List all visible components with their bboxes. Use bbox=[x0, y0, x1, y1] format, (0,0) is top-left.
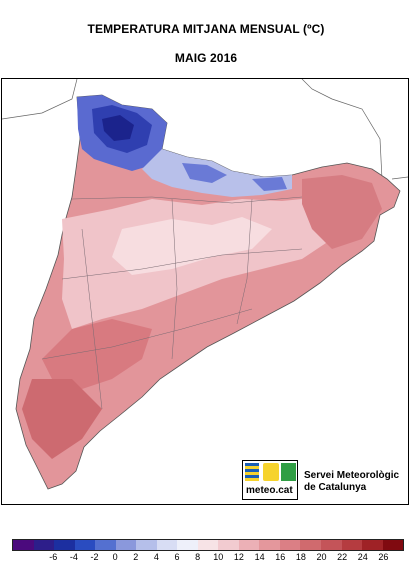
color-scale-bar bbox=[12, 539, 404, 551]
logo-org-line2: de Catalunya bbox=[304, 482, 367, 493]
scale-swatch bbox=[74, 540, 96, 550]
scale-swatch bbox=[95, 540, 116, 550]
map-subtitle: MAIG 2016 bbox=[174, 51, 238, 65]
scale-swatch bbox=[177, 540, 198, 550]
scale-tick-label: 6 bbox=[174, 552, 180, 562]
scale-tick-label: 24 bbox=[357, 552, 368, 562]
scale-tick-label: 18 bbox=[295, 552, 306, 562]
scale-swatch bbox=[341, 540, 363, 550]
scale-tick-label: -4 bbox=[69, 552, 78, 562]
scale-tick-label: 0 bbox=[112, 552, 118, 562]
scale-tick-label: 16 bbox=[275, 552, 286, 562]
scale-swatch bbox=[218, 540, 239, 550]
scale-swatch bbox=[279, 540, 301, 550]
scale-swatch bbox=[259, 540, 280, 550]
color-scale-ticks: -6 -4 -2 0 2 4 6 8 10 12 14 16 18 20 22 24 26 bbox=[12, 552, 404, 566]
logo-sun-icon bbox=[263, 463, 279, 481]
meteocat-logo: meteo.cat Servei Meteorològic de Catalun… bbox=[242, 460, 412, 504]
logo-leaf-icon bbox=[281, 463, 296, 481]
scale-swatch bbox=[238, 540, 260, 550]
scale-tick-label: 20 bbox=[316, 552, 327, 562]
catalonia-temperature-map bbox=[2, 79, 408, 490]
scale-swatch bbox=[362, 540, 383, 550]
scale-swatch bbox=[156, 540, 178, 550]
scale-tick-label: 22 bbox=[337, 552, 348, 562]
scale-tick-label: 26 bbox=[378, 552, 389, 562]
scale-tick-label: 8 bbox=[195, 552, 201, 562]
scale-tick-label: 12 bbox=[233, 552, 244, 562]
logo-org-line1: Servei Meteorològic bbox=[304, 470, 400, 481]
map-frame bbox=[1, 78, 409, 505]
logo-flag-icon bbox=[245, 463, 259, 481]
scale-tick-label: 2 bbox=[133, 552, 139, 562]
scale-swatch bbox=[54, 540, 75, 550]
scale-swatch bbox=[136, 540, 157, 550]
scale-tick-label: 4 bbox=[153, 552, 159, 562]
scale-tick-label: 14 bbox=[254, 552, 265, 562]
scale-swatch bbox=[33, 540, 55, 550]
scale-swatch bbox=[13, 540, 34, 550]
logo-org-name: Servei Meteorològic de Catalunya bbox=[304, 470, 399, 494]
scale-tick-label: -2 bbox=[90, 552, 99, 562]
scale-swatch bbox=[300, 540, 321, 550]
meteocat-logo-box: meteo.cat bbox=[242, 460, 298, 500]
scale-tick-label: -6 bbox=[49, 552, 58, 562]
logo-brand: meteo.cat bbox=[246, 485, 293, 496]
scale-swatch bbox=[115, 540, 137, 550]
scale-swatch bbox=[382, 540, 404, 550]
scale-swatch bbox=[197, 540, 219, 550]
scale-swatch bbox=[320, 540, 342, 550]
scale-tick-label: 10 bbox=[213, 552, 224, 562]
map-title: TEMPERATURA MITJANA MENSUAL (ºC) bbox=[87, 22, 325, 36]
